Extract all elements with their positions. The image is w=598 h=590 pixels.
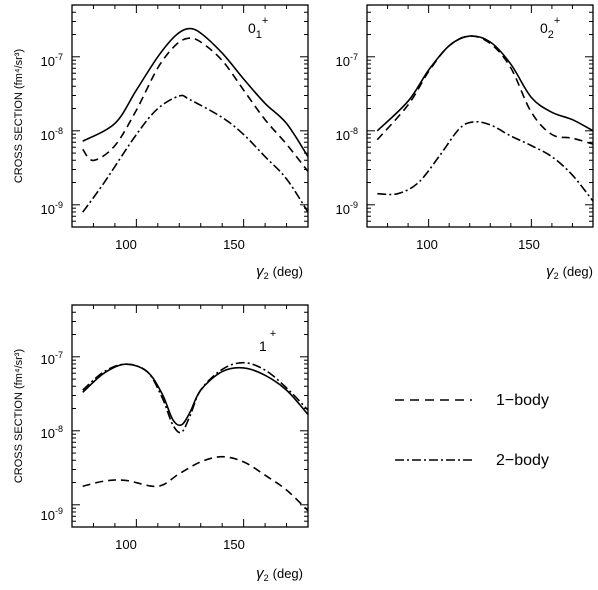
x-tick-label: 150	[518, 237, 540, 252]
x-tick-label: 100	[416, 237, 438, 252]
series-dashed-line	[376, 35, 594, 145]
series-solid-line	[82, 27, 309, 158]
x-tick-label: 150	[223, 237, 245, 252]
y-tick-label: 10-7	[41, 350, 63, 367]
legend: 1−body 2−body	[395, 392, 549, 469]
chart-panel-0plus2: 02+ 10-7 10-8 10-9 100 150 γ2 (deg)	[336, 4, 594, 281]
x-tick-label: 100	[115, 537, 137, 552]
legend-label: 2−body	[496, 452, 549, 469]
plot-frame	[71, 304, 309, 528]
y-tick-label: 10-7	[41, 52, 63, 69]
y-tick-label: 10-9	[41, 200, 63, 217]
y-tick-label: 10-7	[336, 52, 358, 69]
series-dashed-line	[82, 455, 309, 512]
y-tick-label: 10-8	[41, 126, 63, 143]
panel-label: 02+	[540, 15, 560, 41]
series-solid-line	[82, 363, 309, 427]
series-group	[82, 27, 309, 213]
tick-marks	[72, 304, 308, 527]
panel-label: 01+	[248, 15, 268, 41]
x-axis-label: γ2 (deg)	[546, 263, 593, 281]
y-tick-label: 10-8	[336, 126, 358, 143]
panel-label: 1+	[259, 328, 276, 354]
x-axis-label: γ2 (deg)	[256, 565, 303, 583]
tick-marks	[367, 4, 593, 227]
series-dashdot-line	[377, 120, 594, 202]
plot-frame	[71, 4, 309, 228]
series-group	[82, 361, 309, 512]
y-tick-label: 10-8	[41, 424, 63, 441]
x-axis-label: γ2 (deg)	[256, 263, 303, 281]
series-dashed-line	[82, 37, 309, 172]
chart-panel-1plus: 1+ 10-7 10-8 10-9 100 150 γ2 (deg) CROSS …	[13, 304, 309, 583]
x-tick-label: 150	[223, 537, 245, 552]
y-axis-label: CROSS SECTION (fm⁴/sr³)	[13, 349, 25, 483]
chart-panel-0plus1: 01+ 10-7 10-8 10-9 100 150 γ2 (deg) CROSS…	[13, 4, 309, 281]
y-tick-label: 10-9	[336, 200, 358, 217]
series-dashdot-line	[82, 361, 309, 434]
y-axis-label: CROSS SECTION (fm⁴/sr³)	[13, 49, 25, 183]
series-group	[376, 35, 594, 202]
x-tick-label: 100	[115, 237, 137, 252]
y-tick-label: 10-9	[41, 506, 63, 523]
series-solid-line	[376, 35, 594, 132]
plot-frame	[366, 4, 594, 228]
series-dashdot-line	[82, 94, 309, 213]
legend-label: 1−body	[496, 392, 549, 409]
